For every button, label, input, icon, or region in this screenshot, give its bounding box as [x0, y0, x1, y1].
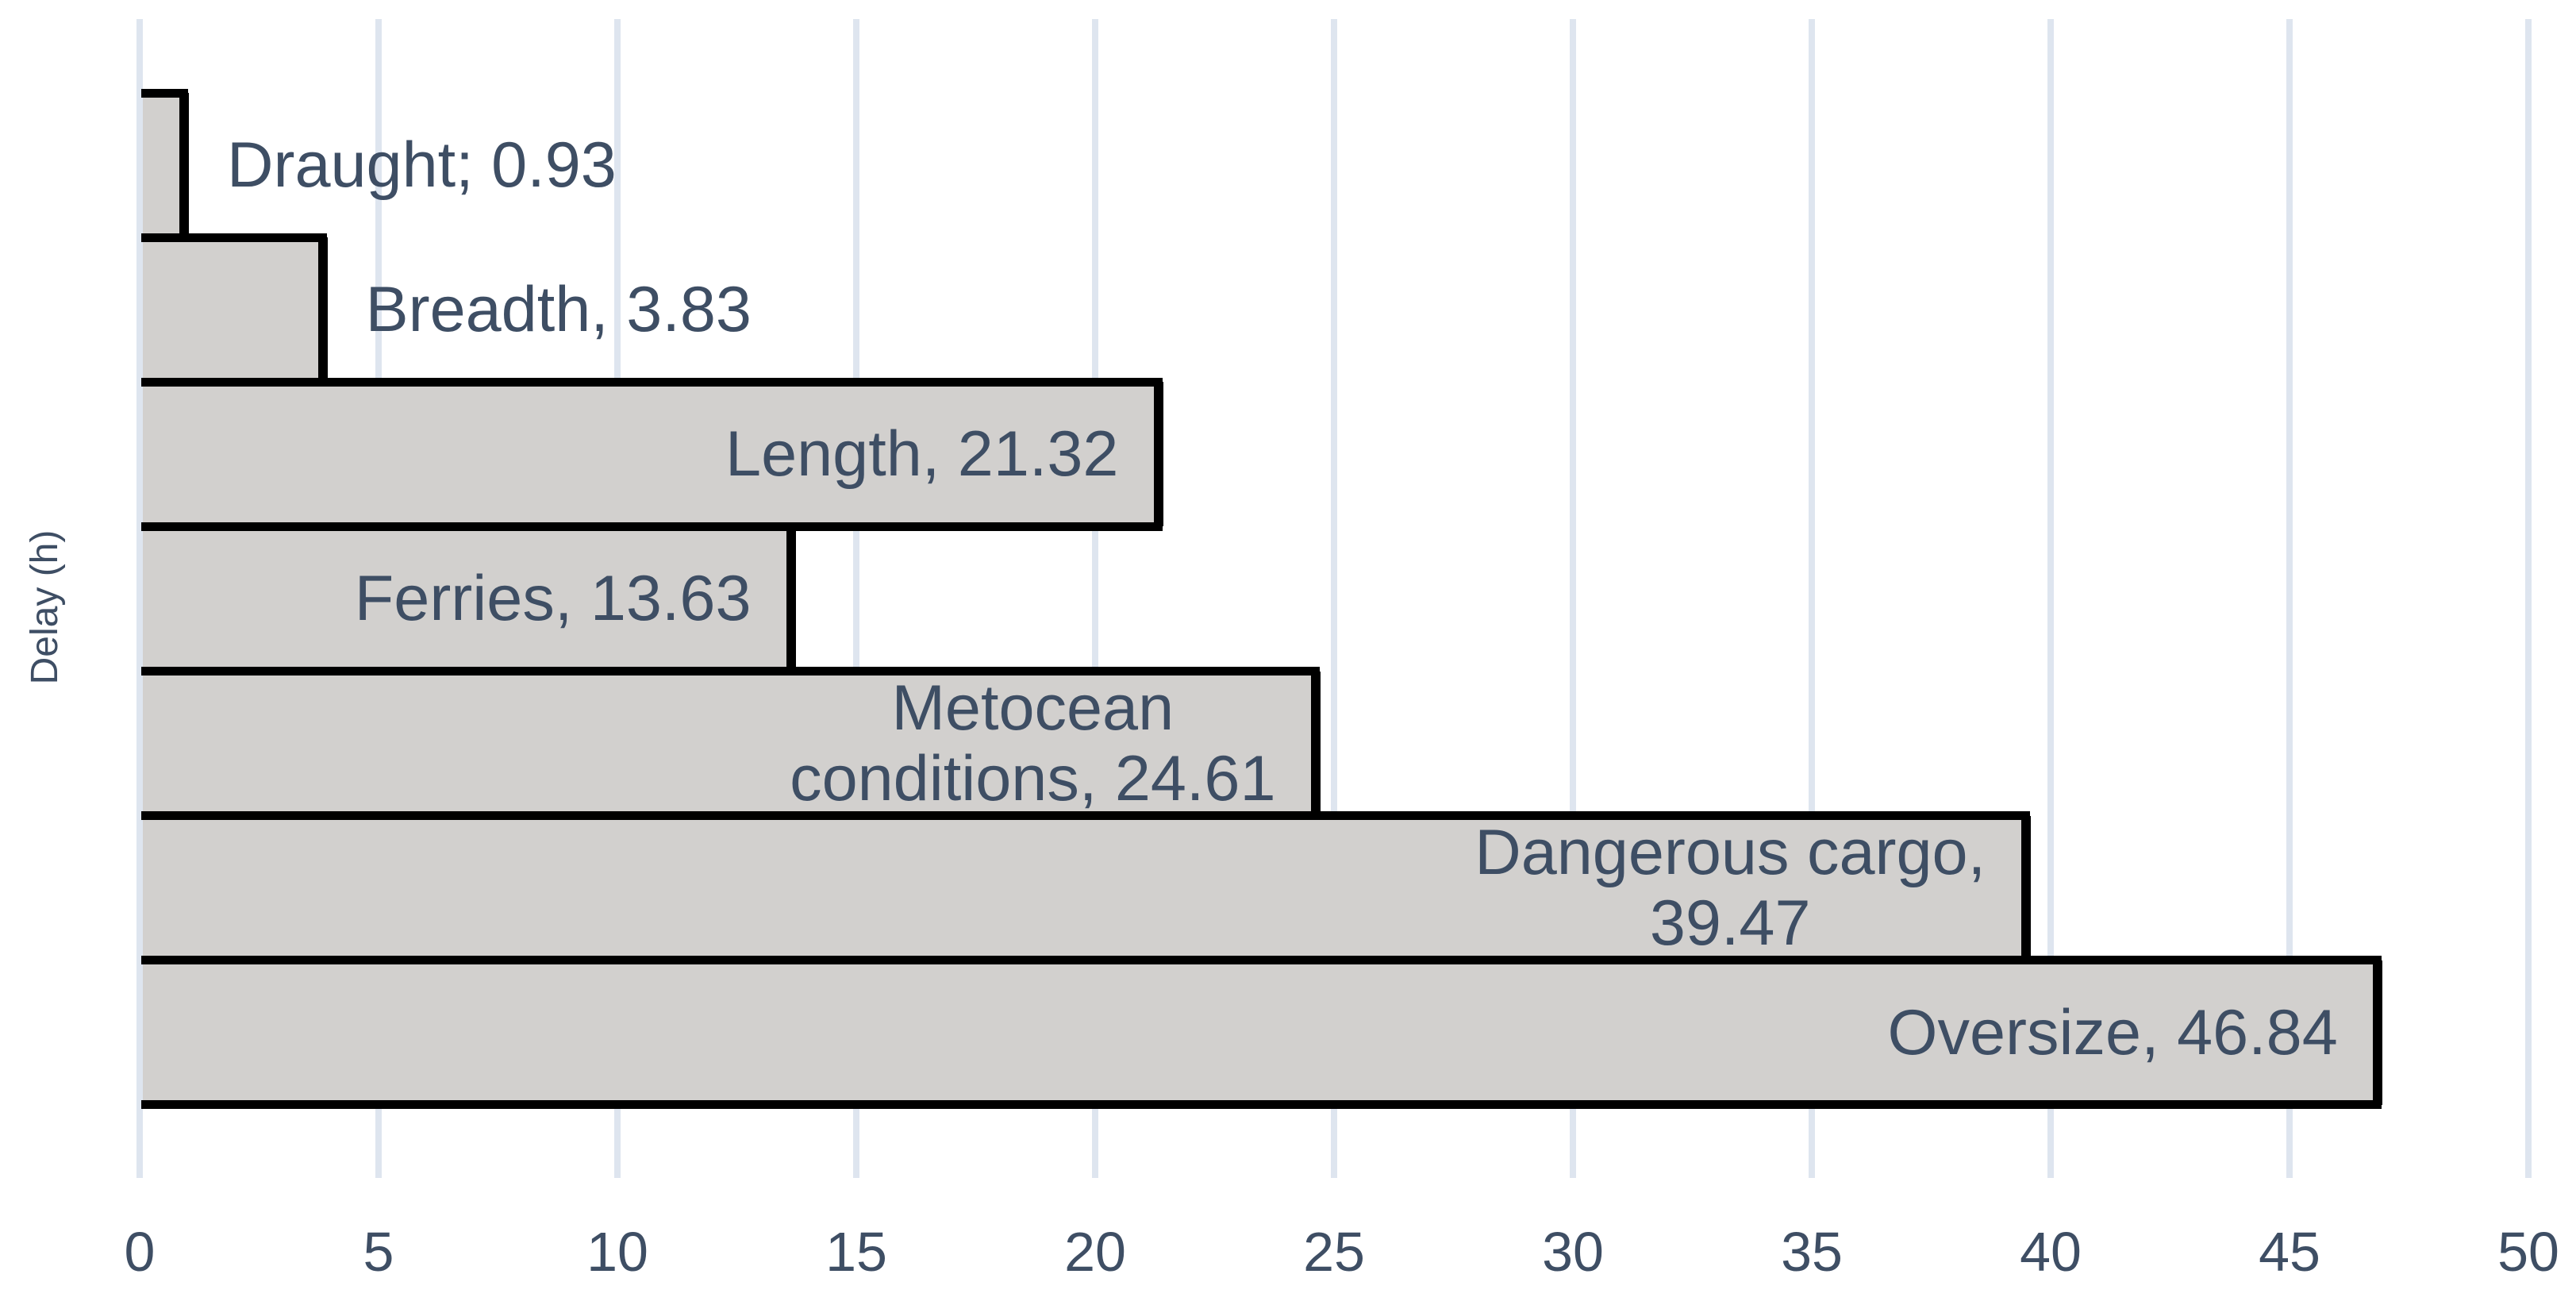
bar-label-line: Length, 21.32 — [725, 418, 1119, 491]
bar-border-line — [141, 522, 1163, 531]
bar-label: Ferries, 13.63 — [355, 526, 752, 671]
gridline — [1570, 19, 1576, 1178]
bar-border-line — [141, 956, 2382, 965]
x-tick-label: 50 — [2497, 1221, 2559, 1283]
bar-label: Breadth, 3.83 — [366, 237, 752, 382]
bar-label: Metocean conditions, 24.61 — [790, 672, 1275, 816]
gridline — [1809, 19, 1815, 1178]
x-tick-label: 45 — [2259, 1221, 2320, 1283]
y-axis-title: Delay (h) — [24, 529, 66, 685]
gridline — [1092, 19, 1098, 1178]
bar-border-line — [141, 88, 189, 98]
gridline — [1331, 19, 1337, 1178]
bar-label-line: Breadth, 3.83 — [365, 274, 752, 346]
bar-border-line — [141, 1100, 2382, 1110]
bar-border-line — [141, 377, 1163, 387]
x-tick-label: 15 — [825, 1221, 887, 1283]
bar — [143, 237, 329, 383]
bar-label: Draught; 0.93 — [227, 93, 617, 237]
bar-label-line: conditions, 24.61 — [790, 742, 1276, 814]
x-tick-label: 40 — [2020, 1221, 2082, 1283]
gridline — [136, 19, 143, 1178]
gridline — [2525, 19, 2532, 1178]
bar-border-line — [141, 811, 2030, 821]
gridline — [2286, 19, 2293, 1178]
bar — [143, 526, 797, 672]
gridline — [2047, 19, 2054, 1178]
bar-label-line: Oversize, 46.84 — [1887, 996, 2338, 1068]
bar — [143, 815, 2031, 960]
bar-label-line: Draught; 0.93 — [226, 129, 617, 201]
x-tick-label: 25 — [1303, 1221, 1365, 1283]
x-tick-label: 0 — [124, 1221, 156, 1283]
gridline — [853, 19, 859, 1178]
bar-label-line: Ferries, 13.63 — [354, 563, 752, 635]
bar-border-line — [141, 667, 1321, 676]
bar — [143, 671, 1321, 816]
x-tick-label: 35 — [1781, 1221, 1843, 1283]
bar — [143, 93, 190, 238]
bar-label-line: 39.47 — [1649, 887, 1811, 959]
bar-label-line: Dangerous cargo, — [1474, 817, 1986, 889]
bar-label: Dangerous cargo, 39.47 — [1474, 816, 1986, 960]
bar — [143, 960, 2383, 1105]
x-tick-label: 30 — [1542, 1221, 1604, 1283]
x-tick-label: 5 — [363, 1221, 394, 1283]
x-tick-label: 10 — [586, 1221, 648, 1283]
bar-label: Length, 21.32 — [725, 382, 1118, 526]
bar-label: Oversize, 46.84 — [1888, 960, 2338, 1105]
bar-border-line — [141, 233, 328, 242]
bar — [143, 382, 1163, 527]
bar-label-line: Metocean — [891, 672, 1175, 745]
x-tick-label: 20 — [1064, 1221, 1126, 1283]
